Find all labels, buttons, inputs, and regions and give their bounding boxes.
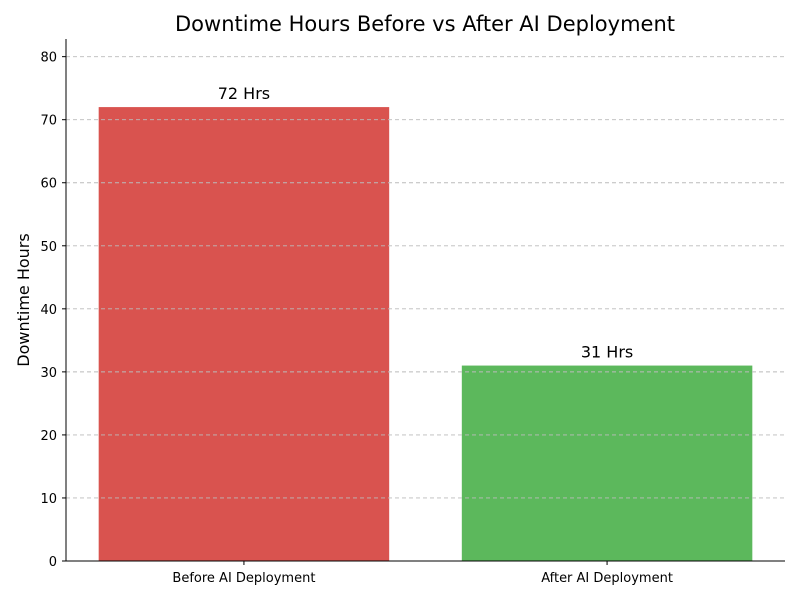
y-tick-label-0: 0 [49,555,57,570]
y-tick-label-50: 50 [40,240,57,255]
y-tick-label-10: 10 [40,492,57,507]
y-tick-label-40: 40 [40,303,57,318]
y-axis-label: Downtime Hours [14,233,33,366]
y-tick-label-30: 30 [40,366,57,381]
x-tick-label-0: Before AI Deployment [172,571,315,586]
data-label-0: 72 Hrs [218,84,270,103]
y-tick-label-20: 20 [40,429,57,444]
y-tick-label-70: 70 [40,114,57,129]
bar-1 [461,365,753,561]
x-tick-label-1: After AI Deployment [541,571,673,586]
data-label-1: 31 Hrs [581,343,633,362]
y-tick-label-60: 60 [40,177,57,192]
y-tick-label-80: 80 [40,51,57,66]
bar-0 [98,107,390,561]
chart-title: Downtime Hours Before vs After AI Deploy… [175,12,675,36]
